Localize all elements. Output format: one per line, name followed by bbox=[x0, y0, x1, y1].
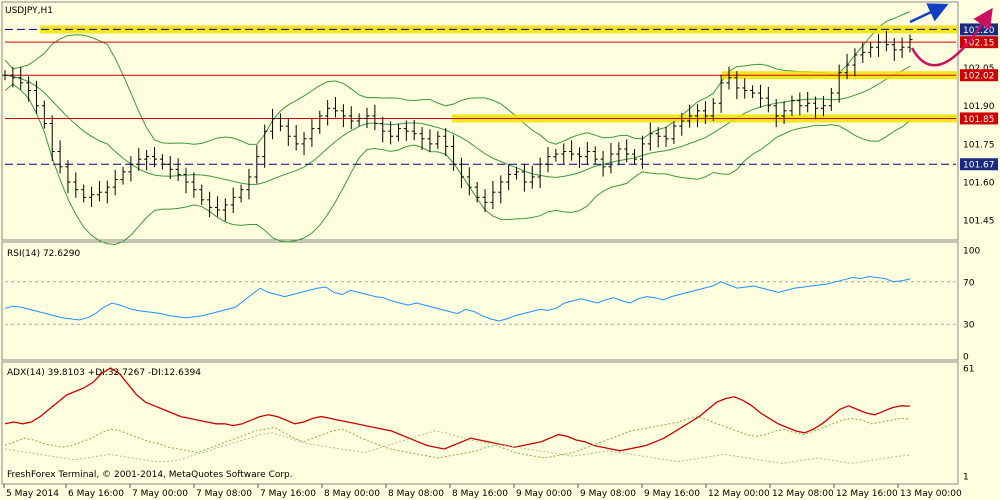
time-tick-label: 6 May 16:00 bbox=[68, 489, 124, 499]
adx-panel-title: ADX(14) 39.8103 +DI:32.7267 -DI:12.6394 bbox=[7, 368, 201, 378]
price-panel-title: USDJPY,H1 bbox=[5, 6, 53, 16]
adx-tick-label: 1 bbox=[963, 473, 969, 483]
price-tag-label: 102.15 bbox=[963, 39, 995, 49]
rsi-tick-label: 0 bbox=[963, 353, 969, 363]
price-tag-label: 101.85 bbox=[963, 115, 995, 125]
price-tag-label: 101.67 bbox=[963, 161, 995, 171]
time-tick-label: 9 May 00:00 bbox=[516, 489, 572, 499]
bollinger-lower-line bbox=[4, 83, 911, 246]
price-layer bbox=[2, 11, 958, 246]
rsi-line bbox=[4, 275, 911, 322]
rsi-tick-label: 100 bbox=[963, 247, 980, 257]
adx-tick-label: 61 bbox=[963, 365, 974, 375]
price-tag-label: 102.02 bbox=[963, 72, 995, 82]
time-tick-label: 5 May 2014 bbox=[6, 489, 59, 499]
time-tick-label: 12 May 08:00 bbox=[772, 489, 834, 499]
rsi-panel-frame bbox=[1, 241, 959, 361]
price-tag-label: 102.20 bbox=[963, 26, 995, 36]
price-tick-label: 101.60 bbox=[963, 179, 995, 189]
time-tick-label: 9 May 08:00 bbox=[580, 489, 636, 499]
adx-layer bbox=[4, 367, 911, 464]
time-tick-label: 7 May 16:00 bbox=[260, 489, 316, 499]
time-tick-label: 13 May 00:00 bbox=[900, 489, 962, 499]
price-tag-bg bbox=[960, 112, 998, 125]
price-tick-label: 101.90 bbox=[963, 102, 995, 112]
time-tick-label: 12 May 16:00 bbox=[836, 489, 898, 499]
price-tick-label: 102.05 bbox=[963, 64, 995, 74]
up-arrow-annotation bbox=[909, 3, 949, 24]
time-tick-label: 12 May 00:00 bbox=[708, 489, 770, 499]
plus-di-line bbox=[4, 416, 911, 459]
swing-arrow-annotation bbox=[910, 7, 993, 67]
adx-panel-frame bbox=[1, 361, 959, 485]
rsi-tick-label: 30 bbox=[963, 321, 975, 331]
rsi-panel-title: RSI(14) 72.6290 bbox=[7, 249, 80, 259]
time-tick-label: 7 May 08:00 bbox=[196, 489, 252, 499]
time-tick-label: 7 May 00:00 bbox=[132, 489, 188, 499]
adx-line bbox=[4, 367, 911, 452]
rsi-tick-label: 70 bbox=[963, 278, 975, 288]
time-tick-label: 8 May 08:00 bbox=[388, 489, 444, 499]
time-tick-label: 8 May 00:00 bbox=[324, 489, 380, 499]
price-tag-bg bbox=[960, 158, 998, 171]
price-tick-label: 101.45 bbox=[963, 217, 995, 227]
bollinger-upper-line bbox=[4, 11, 911, 145]
minus-di-line bbox=[4, 430, 911, 464]
price-tag-bg bbox=[960, 69, 998, 82]
price-tick-label: 101.75 bbox=[963, 140, 995, 150]
bollinger-middle-line bbox=[4, 65, 911, 185]
time-tick-label: 9 May 16:00 bbox=[644, 489, 700, 499]
watermark-text: FreshForex Terminal, © 2001-2014, MetaQu… bbox=[7, 470, 293, 480]
rsi-layer bbox=[4, 275, 956, 325]
time-tick-label: 8 May 16:00 bbox=[452, 489, 508, 499]
